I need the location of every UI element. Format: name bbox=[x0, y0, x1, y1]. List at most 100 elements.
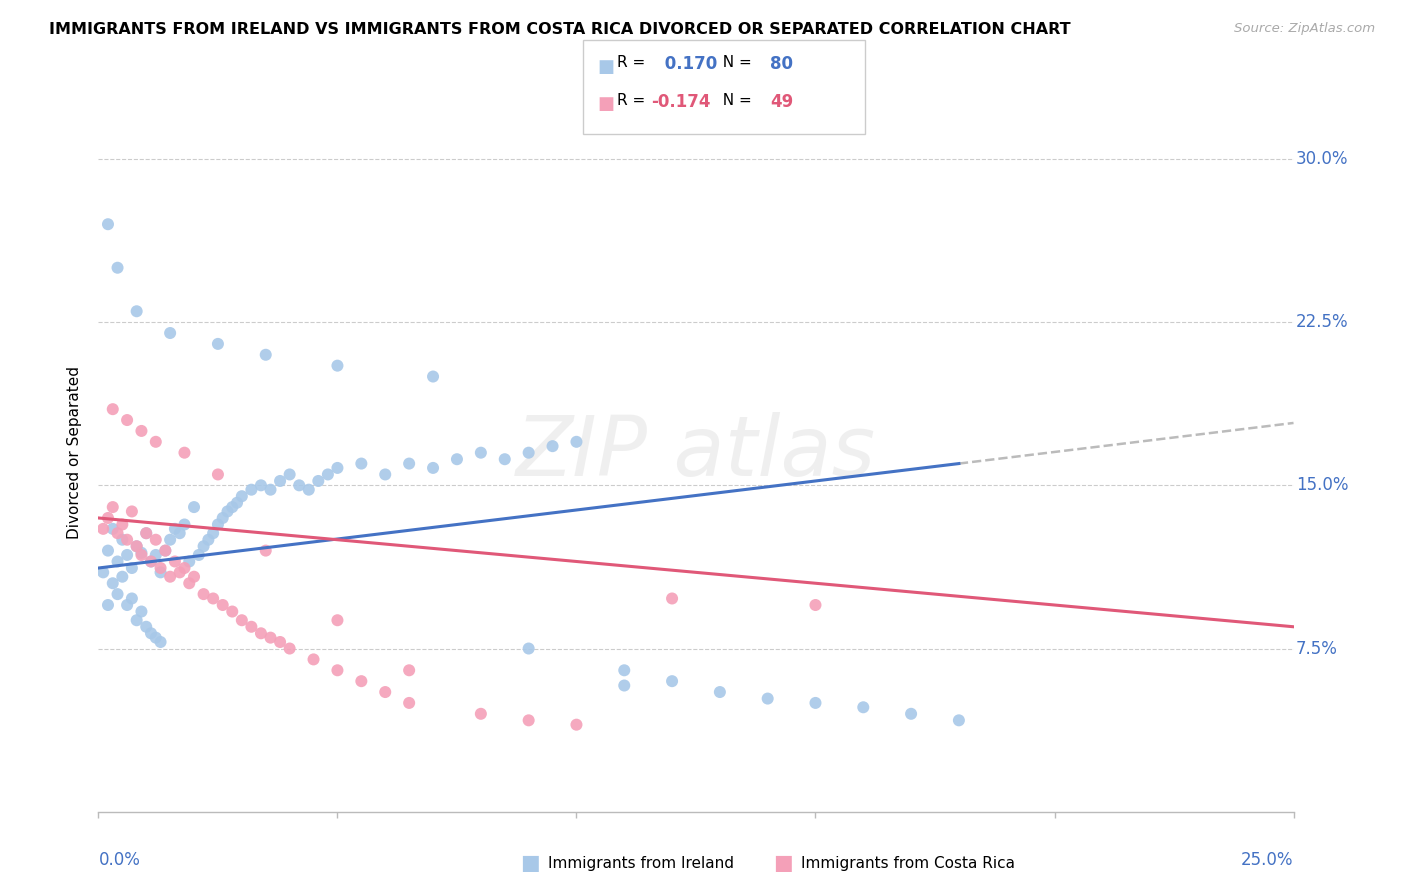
Point bbox=[173, 446, 195, 460]
Point bbox=[470, 706, 492, 721]
Point bbox=[131, 424, 153, 438]
Point bbox=[131, 605, 153, 619]
Point bbox=[278, 641, 301, 656]
Point bbox=[756, 691, 779, 706]
Text: Source: ZipAtlas.com: Source: ZipAtlas.com bbox=[1234, 22, 1375, 36]
Point bbox=[107, 554, 129, 568]
Point bbox=[211, 511, 233, 525]
Point bbox=[145, 631, 167, 645]
Point bbox=[169, 526, 191, 541]
Point bbox=[661, 674, 683, 689]
Point bbox=[316, 467, 339, 482]
Point bbox=[231, 613, 253, 627]
Point bbox=[661, 591, 683, 606]
Point bbox=[298, 483, 321, 497]
Point bbox=[145, 434, 167, 449]
Text: 22.5%: 22.5% bbox=[1296, 313, 1348, 331]
Point bbox=[121, 561, 143, 575]
Text: 25.0%: 25.0% bbox=[1241, 851, 1294, 869]
Point bbox=[240, 620, 263, 634]
Point bbox=[398, 457, 420, 471]
Point bbox=[135, 526, 157, 541]
Point bbox=[207, 337, 229, 351]
Text: 80: 80 bbox=[770, 55, 793, 73]
Point bbox=[139, 554, 162, 568]
Point bbox=[139, 554, 162, 568]
Point bbox=[121, 591, 143, 606]
Point bbox=[269, 474, 291, 488]
Point bbox=[709, 685, 731, 699]
Point bbox=[565, 434, 588, 449]
Point bbox=[111, 517, 134, 532]
Point bbox=[307, 474, 329, 488]
Point bbox=[326, 359, 349, 373]
Text: 0.0%: 0.0% bbox=[98, 851, 141, 869]
Point bbox=[115, 413, 138, 427]
Point bbox=[125, 539, 148, 553]
Y-axis label: Divorced or Separated: Divorced or Separated bbox=[67, 367, 83, 539]
Text: N =: N = bbox=[713, 55, 756, 70]
Point bbox=[115, 548, 138, 562]
Text: Immigrants from Costa Rica: Immigrants from Costa Rica bbox=[801, 856, 1015, 871]
Point bbox=[326, 461, 349, 475]
Point bbox=[217, 504, 239, 518]
Point bbox=[97, 598, 120, 612]
Point bbox=[221, 500, 243, 514]
Point bbox=[541, 439, 564, 453]
Point bbox=[163, 554, 186, 568]
Point bbox=[221, 605, 243, 619]
Point bbox=[398, 663, 420, 677]
Text: ■: ■ bbox=[520, 854, 540, 873]
Point bbox=[155, 543, 177, 558]
Point bbox=[422, 461, 444, 475]
Point bbox=[139, 626, 162, 640]
Point bbox=[900, 706, 922, 721]
Point bbox=[179, 576, 201, 591]
Point bbox=[115, 533, 138, 547]
Point bbox=[207, 517, 229, 532]
Text: 0.170: 0.170 bbox=[659, 55, 717, 73]
Point bbox=[101, 500, 124, 514]
Point bbox=[91, 566, 114, 580]
Point bbox=[231, 489, 253, 503]
Point bbox=[398, 696, 420, 710]
Text: N =: N = bbox=[713, 93, 756, 108]
Point bbox=[135, 620, 157, 634]
Text: Immigrants from Ireland: Immigrants from Ireland bbox=[548, 856, 734, 871]
Text: 15.0%: 15.0% bbox=[1296, 476, 1348, 494]
Point bbox=[278, 467, 301, 482]
Point bbox=[207, 467, 229, 482]
Text: ■: ■ bbox=[598, 95, 614, 113]
Text: ■: ■ bbox=[773, 854, 793, 873]
Point bbox=[107, 587, 129, 601]
Point bbox=[169, 566, 191, 580]
Point bbox=[240, 483, 263, 497]
Point bbox=[149, 566, 172, 580]
Point bbox=[254, 543, 277, 558]
Point bbox=[374, 685, 396, 699]
Point bbox=[374, 467, 396, 482]
Point bbox=[202, 591, 225, 606]
Point bbox=[145, 533, 167, 547]
Point bbox=[155, 543, 177, 558]
Point bbox=[125, 613, 148, 627]
Point bbox=[91, 522, 114, 536]
Text: ■: ■ bbox=[598, 58, 614, 76]
Point bbox=[149, 561, 172, 575]
Text: R =: R = bbox=[617, 55, 651, 70]
Point bbox=[517, 714, 540, 728]
Point bbox=[302, 652, 325, 666]
Point bbox=[135, 526, 157, 541]
Point bbox=[183, 570, 205, 584]
Point bbox=[121, 504, 143, 518]
Point bbox=[948, 714, 970, 728]
Point bbox=[250, 626, 273, 640]
Point bbox=[149, 635, 172, 649]
Point bbox=[131, 546, 153, 560]
Point bbox=[101, 576, 124, 591]
Point bbox=[159, 326, 181, 340]
Point bbox=[470, 446, 492, 460]
Point bbox=[326, 613, 349, 627]
Point bbox=[613, 663, 636, 677]
Point bbox=[269, 635, 291, 649]
